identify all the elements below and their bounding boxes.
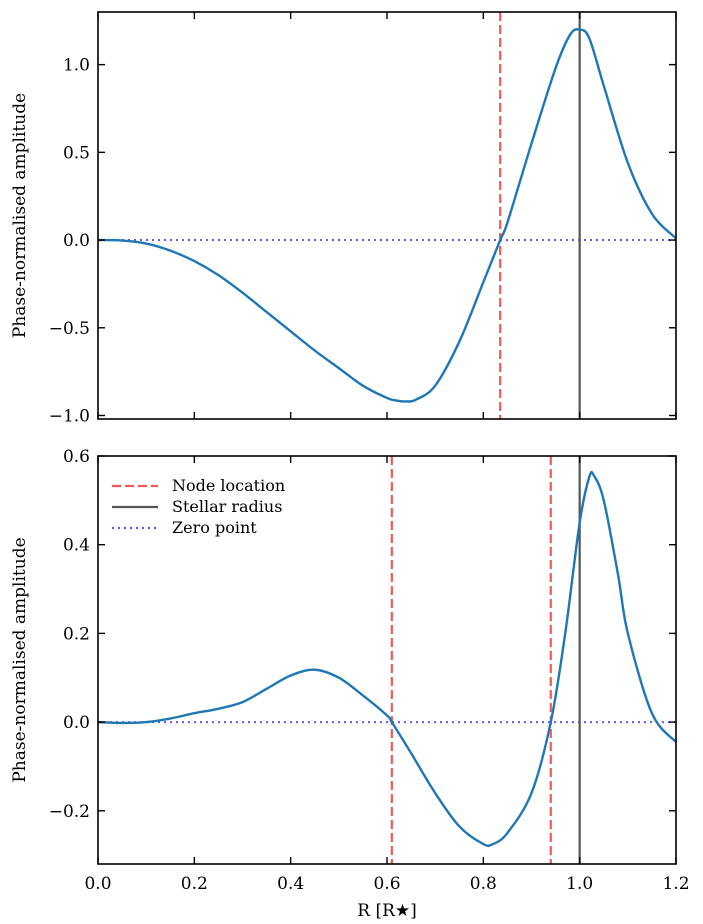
bottom-ytick-label: 0.0 xyxy=(63,713,90,733)
top-ytick-label: 0.5 xyxy=(63,143,90,163)
bottom-xtick-label: 0.6 xyxy=(373,874,400,894)
bottom-ytick-label: −0.2 xyxy=(49,802,90,822)
top-panel: −1.0 −0.5 0.0 0.5 1.0 Phase-normalised amplit… xyxy=(10,11,677,426)
bottom-y-axis-label: Phase-normalised amplitude xyxy=(10,537,30,782)
legend-label-2: Stellar radius xyxy=(172,497,282,516)
top-ytick-label: −0.5 xyxy=(49,319,90,339)
bottom-panel: 0.0 0.2 0.4 0.6 0.8 1.0 1.2 −0.2 0.0 0.2 0.4 0.6 Pha… xyxy=(10,447,690,921)
bottom-xtick-label: 1.2 xyxy=(662,874,689,894)
top-axes-frame xyxy=(97,11,677,420)
top-plot-area xyxy=(98,12,676,419)
bottom-xtick-label: 0.0 xyxy=(84,874,111,894)
bottom-plot-area xyxy=(98,456,676,864)
bottom-xtick-label: 1.0 xyxy=(566,874,593,894)
top-ytick-label: 0.0 xyxy=(63,231,90,251)
top-ytick-label: 1.0 xyxy=(63,56,90,76)
bottom-ytick-label: 0.2 xyxy=(63,624,90,644)
bottom-ytick-label: 0.4 xyxy=(63,536,90,556)
top-y-axis-label: Phase-normalised amplitude xyxy=(10,93,30,338)
bottom-amplitude-curve xyxy=(98,470,676,848)
legend-label-3: Zero point xyxy=(172,518,257,537)
top-ytick-label: −1.0 xyxy=(49,406,90,426)
bottom-x-axis-label: R [R★] xyxy=(357,901,417,921)
top-amplitude-curve xyxy=(98,28,676,403)
bottom-xtick-label: 0.8 xyxy=(470,874,497,894)
bottom-ytick-label: 0.6 xyxy=(63,447,90,467)
bottom-xtick-label: 0.4 xyxy=(277,874,304,894)
legend-label-1: Node location xyxy=(172,476,285,495)
bottom-xtick-label: 0.2 xyxy=(181,874,208,894)
